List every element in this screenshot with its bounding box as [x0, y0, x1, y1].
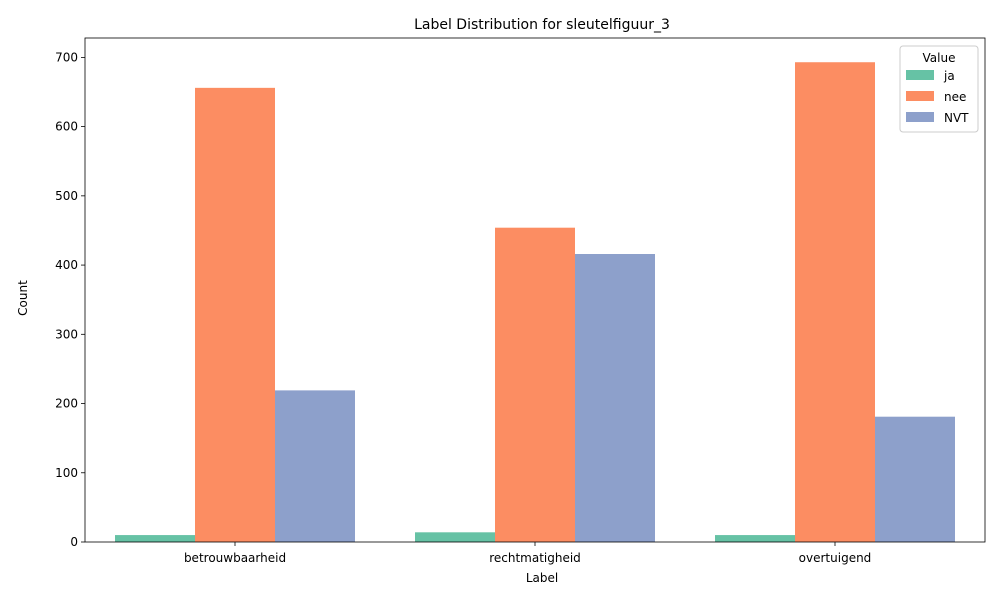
legend-frame	[899, 45, 979, 133]
legend-swatch-NVT	[906, 112, 934, 122]
y-tick-label: 100	[55, 466, 78, 480]
y-tick-label: 700	[55, 50, 78, 64]
chart-title: Label Distribution for sleutelfiguur_3	[414, 17, 670, 33]
bar-ja-betrouwbaarheid	[115, 535, 195, 542]
bar-nee-rechtmatigheid	[495, 227, 575, 542]
bar-ja-rechtmatigheid	[415, 532, 495, 542]
axes-group: 0 100 200 300 400 500 600 700 betrouwbaarheid rec…	[55, 37, 986, 565]
legend-label-NVT: NVT	[944, 111, 969, 125]
y-tick-label: 0	[70, 535, 78, 549]
y-tick-label: 400	[55, 258, 78, 272]
x-tick-label: rechtmatigheid	[489, 551, 581, 565]
legend: Value ja nee NVT	[899, 45, 979, 133]
y-tick-label: 300	[55, 327, 78, 341]
bar-NVT-rechtmatigheid	[575, 254, 655, 542]
x-tick-label: betrouwbaarheid	[184, 551, 286, 565]
x-tick-label: overtuigend	[799, 551, 872, 565]
x-axis-title: Label	[526, 571, 558, 585]
y-tick-label: 500	[55, 189, 78, 203]
y-tick-label: 600	[55, 120, 78, 134]
y-axis-title: Count	[16, 280, 30, 316]
legend-title: Value	[923, 51, 956, 65]
bar-nee-betrouwbaarheid	[195, 87, 275, 542]
bar-NVT-overtuigend	[875, 416, 955, 542]
bars-group	[115, 62, 955, 542]
legend-label-ja: ja	[943, 69, 955, 83]
y-tick-label: 200	[55, 397, 78, 411]
legend-label-nee: nee	[944, 90, 966, 104]
legend-swatch-ja	[906, 70, 934, 80]
bar-NVT-betrouwbaarheid	[275, 390, 355, 542]
legend-swatch-nee	[906, 91, 934, 101]
bar-nee-overtuigend	[795, 62, 875, 542]
bar-ja-overtuigend	[715, 535, 795, 542]
